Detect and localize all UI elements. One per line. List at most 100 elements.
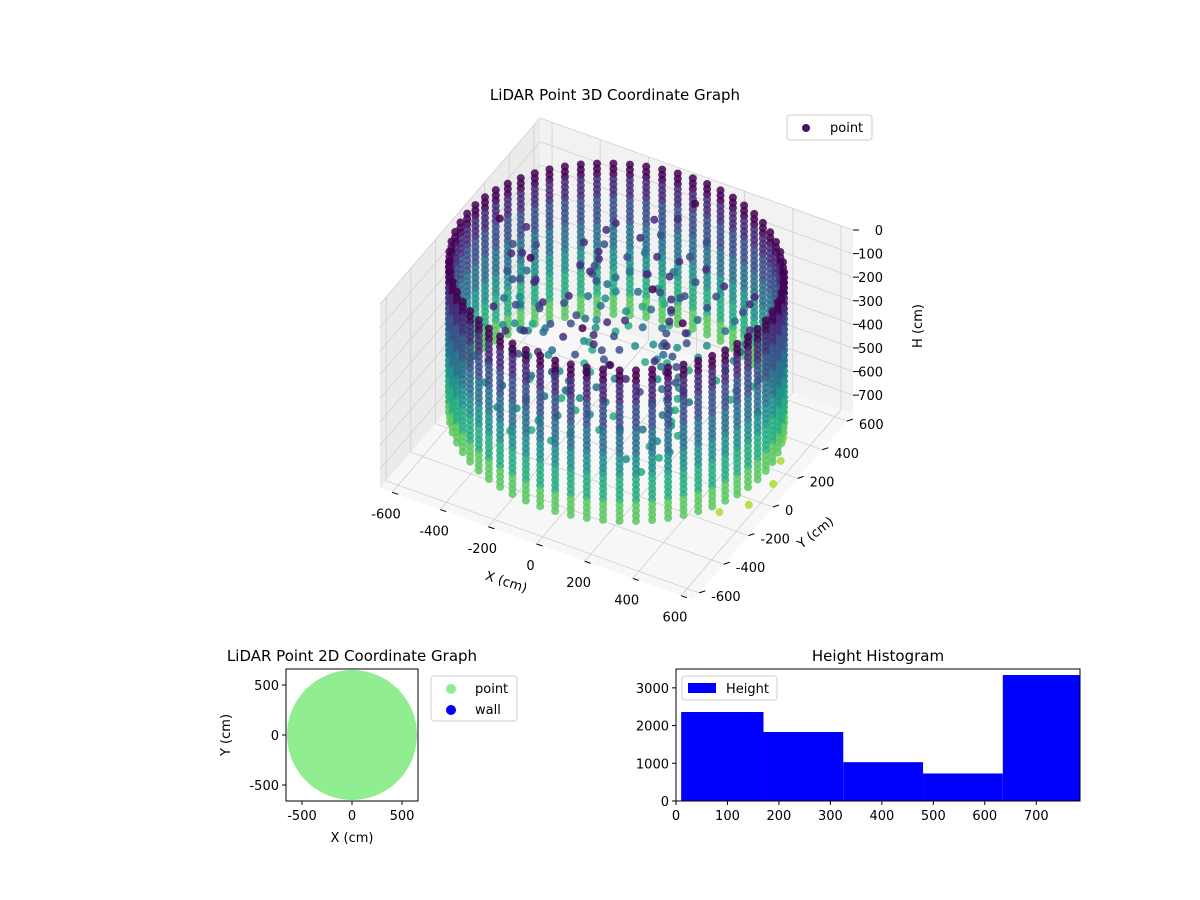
- x-tick: [680, 595, 688, 599]
- chart-2d-x-axis-label: X (cm): [331, 831, 374, 846]
- x-tick: [440, 509, 447, 513]
- point-3d: [679, 511, 688, 520]
- z-tick-label: 100: [858, 248, 883, 263]
- point-3d: [730, 317, 739, 326]
- x-tick-label: 200: [566, 576, 591, 591]
- chart-2d-legend-marker-wall: [446, 705, 456, 715]
- x-tick: [584, 560, 591, 564]
- point-3d: [601, 294, 610, 303]
- point-3d: [682, 339, 691, 348]
- point-3d: [648, 285, 657, 294]
- x-tick-label: 600: [972, 809, 997, 824]
- point-3d: [672, 363, 681, 371]
- point-3d: [716, 336, 725, 345]
- histogram-legend-frame: [681, 675, 778, 701]
- point-3d: [665, 272, 674, 281]
- x-tick-label: -200: [468, 542, 498, 557]
- grid-y-floor: [386, 480, 700, 594]
- y-tick-label: -500: [249, 779, 279, 794]
- point-3d: [501, 326, 510, 335]
- point-3d: [508, 240, 517, 248]
- chart-2d-legend-label-point: point: [475, 682, 508, 697]
- histogram-bar: [843, 762, 924, 801]
- point-3d: [584, 292, 593, 301]
- point-3d: [521, 496, 530, 505]
- point-3d: [622, 307, 631, 316]
- histogram-legend-marker: [688, 683, 716, 693]
- chart-2d: LiDAR Point 2D Coordinate Graph -500 0 500…: [219, 647, 518, 846]
- y-tick: [772, 504, 780, 508]
- point-3d: [660, 300, 669, 308]
- y-tick: [698, 590, 706, 594]
- point-3d: [712, 292, 721, 301]
- x-tick: [488, 526, 495, 530]
- x-tick-label: 700: [1024, 809, 1049, 824]
- point-3d: [496, 482, 505, 491]
- point-3d: [566, 319, 575, 328]
- chart-2d-legend-marker-point: [446, 684, 456, 694]
- y-tick-label: 0: [785, 504, 793, 519]
- point-disc: [287, 670, 417, 800]
- point-3d: [602, 225, 611, 234]
- histogram-title: Height Histogram: [812, 647, 944, 665]
- point-3d: [586, 267, 594, 276]
- point-3d: [750, 293, 759, 302]
- y-tick-label: -200: [760, 533, 790, 548]
- point-3d: [610, 332, 618, 341]
- chart-3d-z-axis-label: H (cm): [911, 304, 926, 348]
- chart-2d-plot-area: [287, 670, 417, 800]
- point-3d: [647, 305, 656, 314]
- chart-3d-legend-label-point: point: [830, 121, 863, 136]
- z-tick-label: 600: [858, 366, 883, 381]
- z-tick-label: 400: [858, 318, 883, 333]
- point-3d: [694, 507, 703, 516]
- point-3d: [592, 383, 601, 392]
- point-3d: [611, 273, 620, 282]
- point-3d: [580, 238, 588, 247]
- point-3d: [676, 294, 685, 303]
- point-3d: [745, 326, 754, 335]
- point-3d: [650, 215, 659, 224]
- point-3d: [653, 252, 662, 261]
- point-3d: [623, 253, 632, 262]
- histogram-frame: [675, 668, 1081, 802]
- point-3d: [667, 306, 676, 314]
- y-tick-label: 0: [661, 795, 669, 810]
- y-tick-label: 3000: [636, 682, 669, 697]
- point-3d: [508, 490, 517, 499]
- point-3d: [634, 287, 642, 296]
- grid-z-back: [539, 117, 854, 231]
- point-3d: [594, 255, 603, 263]
- x-tick-label: 100: [715, 809, 740, 824]
- histogram-bar: [923, 773, 1003, 801]
- point-3d: [603, 318, 612, 327]
- point-3d: [520, 326, 528, 335]
- point-3d: [685, 252, 694, 261]
- grid-z-back: [539, 282, 854, 396]
- point-3d: [551, 507, 560, 515]
- point-3d: [721, 496, 730, 505]
- chart-3d-title: LiDAR Point 3D Coordinate Graph: [490, 86, 740, 104]
- point-3d: [662, 342, 671, 351]
- point-3d: [642, 270, 651, 279]
- point-3d: [580, 337, 588, 345]
- point-3d: [739, 308, 747, 317]
- point-3d: [453, 438, 461, 447]
- y-tick-label: 500: [254, 679, 279, 694]
- chart-2d-y-axis-label: Y (cm): [219, 714, 234, 757]
- point-3d: [702, 341, 711, 350]
- point-3d: [664, 514, 673, 522]
- point-3d: [566, 510, 575, 519]
- point-3d: [744, 500, 753, 509]
- point-3d: [564, 291, 573, 300]
- y-tick-label: 600: [859, 418, 884, 433]
- histogram-bar: [763, 731, 844, 801]
- histogram-legend: Height: [681, 675, 778, 701]
- point-3d: [531, 275, 540, 284]
- point-3d: [560, 298, 569, 307]
- point-3d: [733, 490, 742, 499]
- point-3d: [548, 346, 557, 355]
- point-3d: [546, 319, 555, 328]
- point-3d: [656, 288, 665, 297]
- point-3d: [576, 261, 585, 270]
